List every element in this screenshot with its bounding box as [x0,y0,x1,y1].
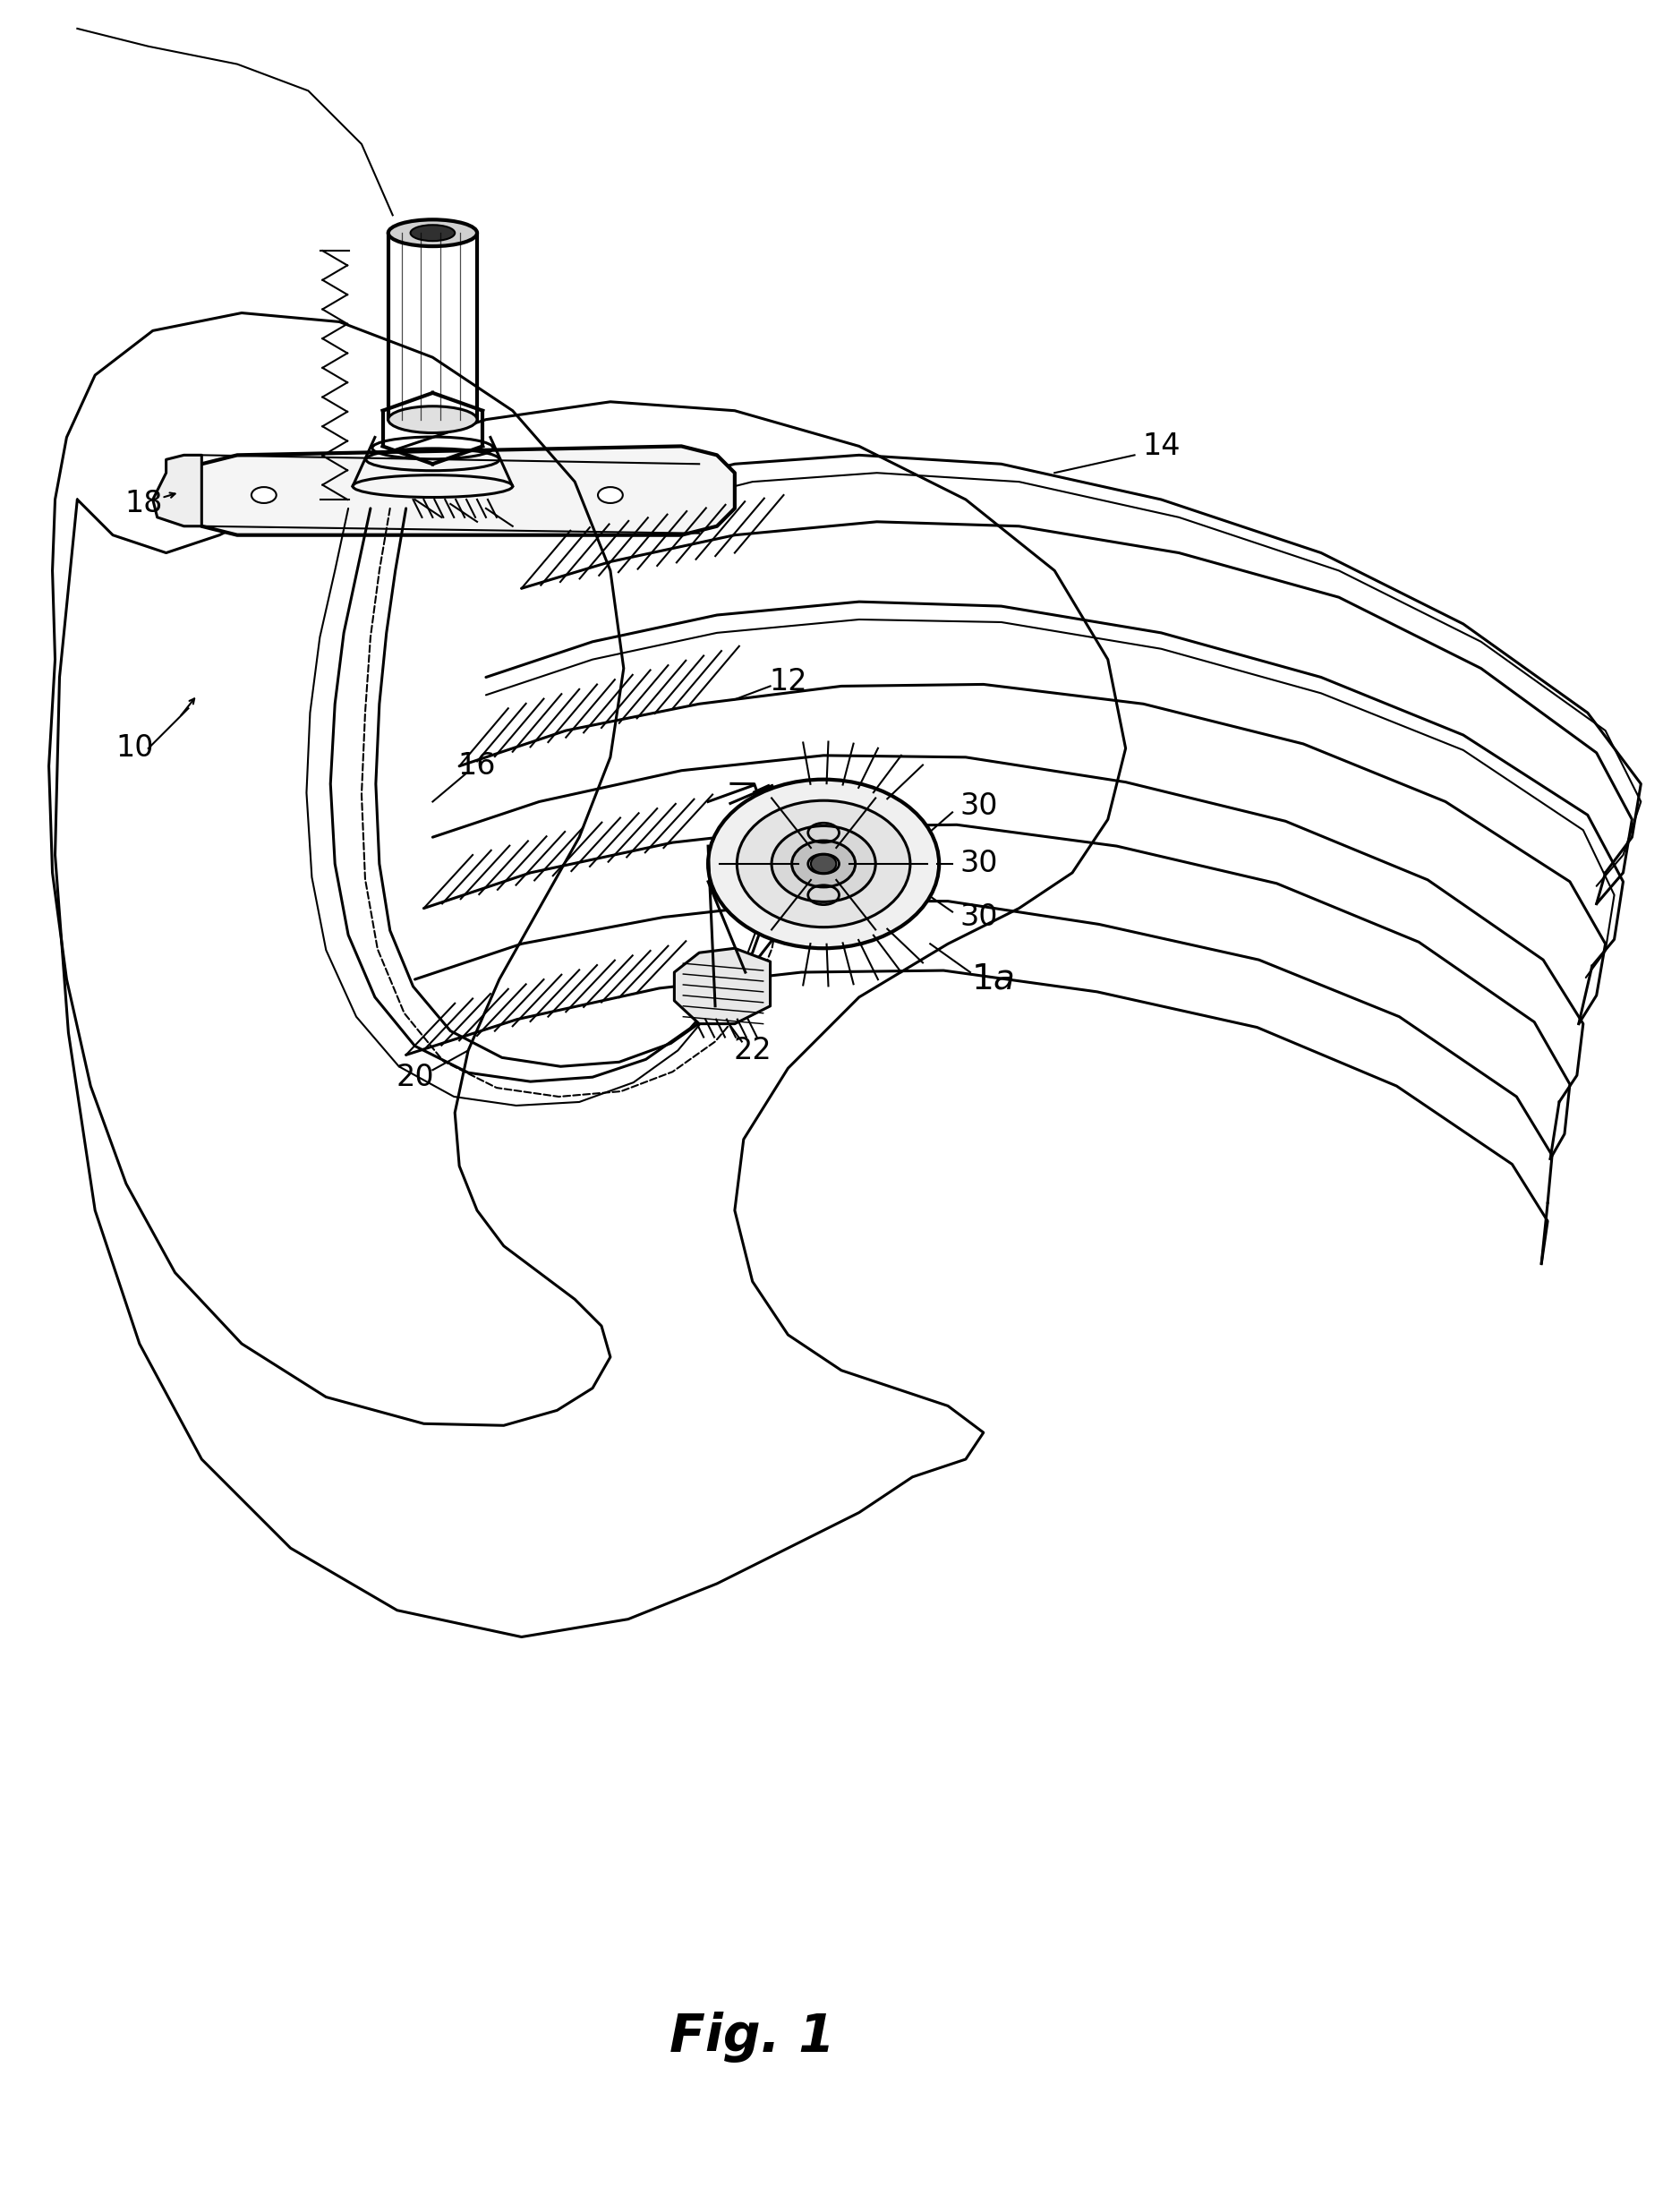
Ellipse shape [771,826,875,903]
Text: 18: 18 [124,490,163,518]
Text: 30: 30 [959,791,998,821]
Text: 12: 12 [769,668,806,696]
PathPatch shape [183,446,734,536]
Ellipse shape [598,488,623,503]
Ellipse shape [811,854,837,874]
Ellipse shape [410,224,455,242]
Ellipse shape [252,488,276,503]
Text: 14: 14 [1142,430,1179,461]
Text: 30: 30 [959,903,998,931]
PathPatch shape [674,949,769,1023]
Ellipse shape [738,802,911,927]
Text: 16: 16 [459,751,496,782]
Text: Fig. 1: Fig. 1 [670,2012,835,2062]
Ellipse shape [791,841,855,887]
Ellipse shape [388,406,477,433]
Text: 20: 20 [396,1063,433,1091]
Ellipse shape [707,780,939,949]
Text: 22: 22 [734,1037,771,1065]
Text: 30: 30 [959,850,998,878]
Text: $\mathbf{\mathit{1a}}$: $\mathbf{\mathit{1a}}$ [971,962,1013,997]
Ellipse shape [388,220,477,246]
Text: 10: 10 [116,733,155,762]
PathPatch shape [153,455,202,527]
